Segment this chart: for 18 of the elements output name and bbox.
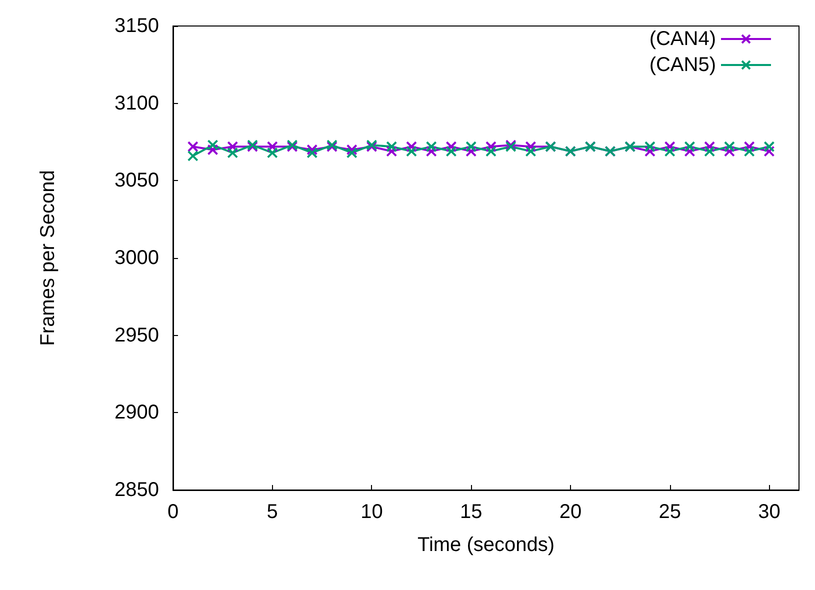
y-tick-label: 2850 — [114, 479, 159, 501]
y-tick-label: 3100 — [114, 92, 159, 114]
x-tick-label: 30 — [758, 501, 780, 523]
x-tick-label: 20 — [559, 501, 582, 523]
x-tick-label: 15 — [460, 501, 482, 523]
legend-label: (CAN5) — [649, 54, 716, 76]
y-axis-title: Frames per Second — [37, 170, 59, 346]
y-tick-label: 3000 — [114, 247, 159, 269]
x-tick-label: 0 — [167, 501, 179, 523]
y-tick-label: 3150 — [114, 15, 159, 37]
x-axis-title: Time (seconds) — [417, 534, 555, 556]
y-tick-label: 3050 — [114, 170, 159, 192]
y-tick-label: 2950 — [114, 324, 159, 346]
x-tick-label: 25 — [658, 501, 681, 523]
y-tick-label: 2900 — [114, 402, 159, 424]
x-tick-label: 10 — [360, 501, 383, 523]
legend-label: (CAN4) — [649, 28, 716, 50]
x-tick-label: 5 — [266, 501, 278, 523]
